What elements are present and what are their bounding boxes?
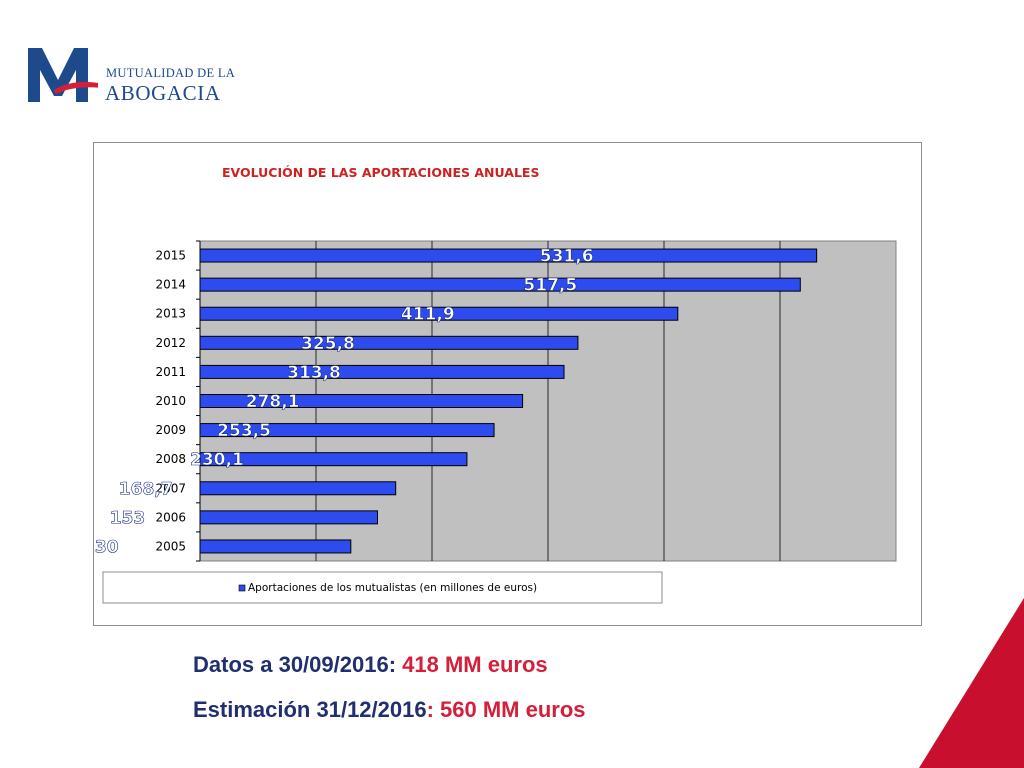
data-label-2010: 278,1	[246, 392, 300, 412]
plot-area: 2015 531,6 2014 517,5 2013 411,9 2012 325,8 2011…	[94, 240, 897, 562]
tick-label-2008: 2008	[155, 452, 186, 466]
corner-decoration	[919, 598, 1024, 768]
tick-label-2006: 2006	[155, 510, 186, 524]
bar-2006	[199, 510, 378, 525]
bar-2008	[199, 452, 468, 467]
note-1-value: 418 MM euros	[402, 652, 548, 677]
note-2-value: : 560 MM euros	[426, 697, 586, 722]
bar-2005	[199, 539, 352, 554]
logo-line-1: MUTUALIDAD DE LA	[106, 66, 236, 80]
note-1-label: Datos a 30/09/2016:	[193, 652, 397, 677]
data-label-2012: 325,8	[301, 334, 355, 354]
bar-2010	[199, 394, 524, 408]
data-label-2005: 130	[94, 537, 119, 557]
chart-title: EVOLUCIÓN DE LAS APORTACIONES ANUALES	[222, 165, 539, 180]
legend-label: Aportaciones de los mutualistas (en mill…	[248, 582, 537, 594]
bar-chart: EVOLUCIÓN DE LAS APORTACIONES ANUALES 20…	[94, 165, 897, 604]
mutualidad-logo: MUTUALIDAD DE LA ABOGACIA	[26, 44, 236, 108]
bar-2012	[199, 335, 579, 350]
data-label-2013: 411,9	[401, 305, 455, 325]
logo-mark-icon	[28, 48, 98, 102]
note-2-label: Estimación 31/12/2016	[193, 697, 427, 722]
data-label-2007: 168,7	[119, 479, 173, 499]
tick-label-2014: 2014	[155, 278, 186, 292]
chart-frame: EVOLUCIÓN DE LAS APORTACIONES ANUALES 20…	[93, 142, 922, 626]
legend: Aportaciones de los mutualistas (en mill…	[102, 571, 663, 604]
tick-label-2005: 2005	[155, 539, 186, 553]
logo-line-2: ABOGACIA	[105, 81, 221, 105]
bar-2011	[199, 364, 565, 379]
bar-2009	[199, 423, 495, 438]
tick-label-2011: 2011	[155, 365, 186, 379]
note-current-data: Datos a 30/09/2016: 418 MM euros	[193, 652, 548, 678]
tick-label-2010: 2010	[155, 394, 186, 408]
data-label-2006: 153	[110, 508, 146, 528]
tick-label-2015: 2015	[155, 249, 186, 263]
legend-box	[102, 571, 663, 604]
tick-label-2013: 2013	[155, 307, 186, 321]
bar-2015	[199, 248, 818, 263]
legend-swatch	[238, 584, 246, 592]
data-label-2008: 230,1	[190, 450, 244, 470]
data-label-2011: 313,8	[287, 363, 341, 383]
bar-2007	[199, 481, 397, 496]
note-estimate: Estimación 31/12/2016: 560 MM euros	[193, 697, 586, 723]
data-label-2014: 517,5	[523, 276, 577, 296]
tick-label-2007: 2007	[155, 481, 186, 495]
data-label-2015: 531,6	[540, 247, 594, 267]
bar-2014	[199, 277, 801, 292]
bar-2013	[199, 306, 679, 321]
tick-label-2012: 2012	[155, 336, 186, 350]
data-label-2009: 253,5	[217, 421, 271, 441]
tick-label-2009: 2009	[155, 423, 186, 437]
